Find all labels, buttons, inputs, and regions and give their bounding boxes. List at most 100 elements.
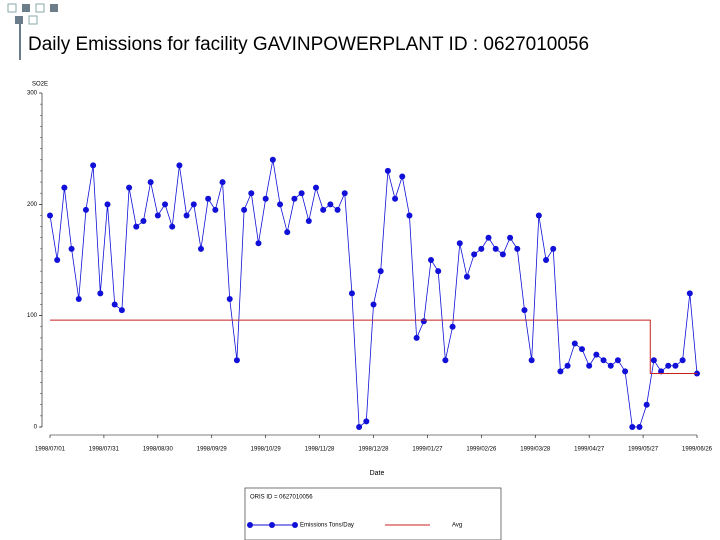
plot-area	[47, 156, 700, 430]
x-tick-label: 1999/05/27	[628, 447, 659, 453]
data-point	[133, 223, 140, 230]
data-point	[650, 357, 657, 364]
data-point	[686, 290, 693, 297]
deco-square	[7, 3, 17, 13]
data-point	[190, 201, 197, 208]
data-point	[377, 268, 384, 275]
data-point	[111, 301, 118, 308]
data-point	[463, 273, 470, 280]
data-point	[262, 195, 269, 202]
data-point	[118, 307, 125, 314]
data-point	[571, 340, 578, 347]
chart-title: Daily Emissions for facility GAVINPOWERP…	[28, 34, 589, 55]
x-tick-label: 1998/08/30	[143, 447, 174, 453]
data-point	[334, 206, 341, 213]
data-point	[97, 290, 104, 297]
x-axis-label: Date	[370, 470, 385, 477]
data-point	[564, 362, 571, 369]
data-point	[471, 251, 478, 258]
data-point	[320, 206, 327, 213]
series-line	[50, 319, 697, 375]
data-point	[75, 295, 82, 302]
data-point	[176, 162, 183, 169]
data-point	[614, 357, 621, 364]
data-point	[162, 201, 169, 208]
data-point	[348, 290, 355, 297]
data-point	[665, 362, 672, 369]
x-tick-label: 1999/03/28	[520, 447, 551, 453]
data-point	[428, 257, 435, 263]
data-point	[205, 195, 212, 202]
data-point	[607, 362, 614, 369]
data-point	[406, 212, 413, 219]
y-tick-label: 300	[27, 91, 38, 97]
data-point	[521, 307, 528, 314]
legend-label: Avg	[452, 523, 462, 529]
data-point	[126, 184, 133, 191]
data-point	[672, 362, 679, 369]
data-point	[535, 212, 542, 219]
data-point	[499, 251, 506, 258]
y-tick-label: 100	[27, 313, 38, 319]
data-point	[312, 184, 319, 191]
data-point	[528, 357, 535, 364]
legend-marker	[292, 522, 298, 528]
data-point	[485, 234, 492, 241]
data-point	[449, 323, 456, 330]
data-point	[507, 234, 514, 241]
data-point	[104, 201, 111, 208]
data-point	[622, 368, 629, 375]
data-point	[82, 206, 89, 213]
data-point	[68, 245, 75, 252]
x-tick-label: 1998/12/28	[358, 447, 389, 453]
deco-square	[35, 3, 45, 13]
data-point	[248, 190, 255, 197]
data-point	[492, 245, 499, 252]
x-tick-label: 1999/06/26	[682, 447, 713, 453]
x-tick-label: 1998/10/29	[251, 447, 282, 453]
data-point	[392, 195, 399, 202]
data-point	[255, 240, 262, 247]
data-point	[679, 357, 686, 364]
data-point	[413, 334, 420, 341]
x-tick-label: 1998/07/31	[89, 447, 120, 453]
data-point	[212, 206, 219, 213]
data-point	[550, 245, 557, 252]
x-tick-label: 1998/09/29	[197, 447, 228, 453]
y-tick-label: 0	[34, 425, 38, 431]
data-point	[384, 167, 391, 174]
deco-square	[50, 4, 58, 12]
data-point	[147, 179, 154, 186]
data-point	[327, 201, 334, 208]
data-point	[370, 301, 377, 308]
data-point	[586, 362, 593, 369]
data-point	[47, 212, 53, 219]
data-point	[169, 223, 176, 230]
data-point	[420, 318, 427, 325]
data-point	[456, 240, 463, 247]
x-tick-label: 1999/01/27	[412, 447, 443, 453]
data-point	[140, 218, 147, 225]
x-tick-label: 1998/07/01	[35, 447, 66, 453]
legend-marker	[247, 522, 253, 528]
deco-square	[22, 4, 30, 12]
data-point	[284, 229, 291, 236]
data-point	[643, 401, 650, 408]
deco-square	[28, 15, 38, 25]
data-point	[629, 424, 636, 430]
data-point	[183, 212, 190, 219]
data-point	[658, 368, 665, 375]
data-point	[197, 245, 204, 252]
x-tick-label: 1999/04/27	[574, 447, 605, 453]
y-tick-label: 200	[27, 202, 38, 208]
data-point	[90, 162, 97, 169]
data-point	[291, 195, 298, 202]
x-tick-label: 1998/11/28	[305, 447, 335, 453]
data-point	[241, 206, 248, 213]
data-point	[636, 424, 643, 430]
data-point	[61, 184, 68, 191]
legend-box	[244, 487, 502, 540]
data-point	[298, 190, 305, 197]
slide-decoration	[7, 3, 58, 60]
